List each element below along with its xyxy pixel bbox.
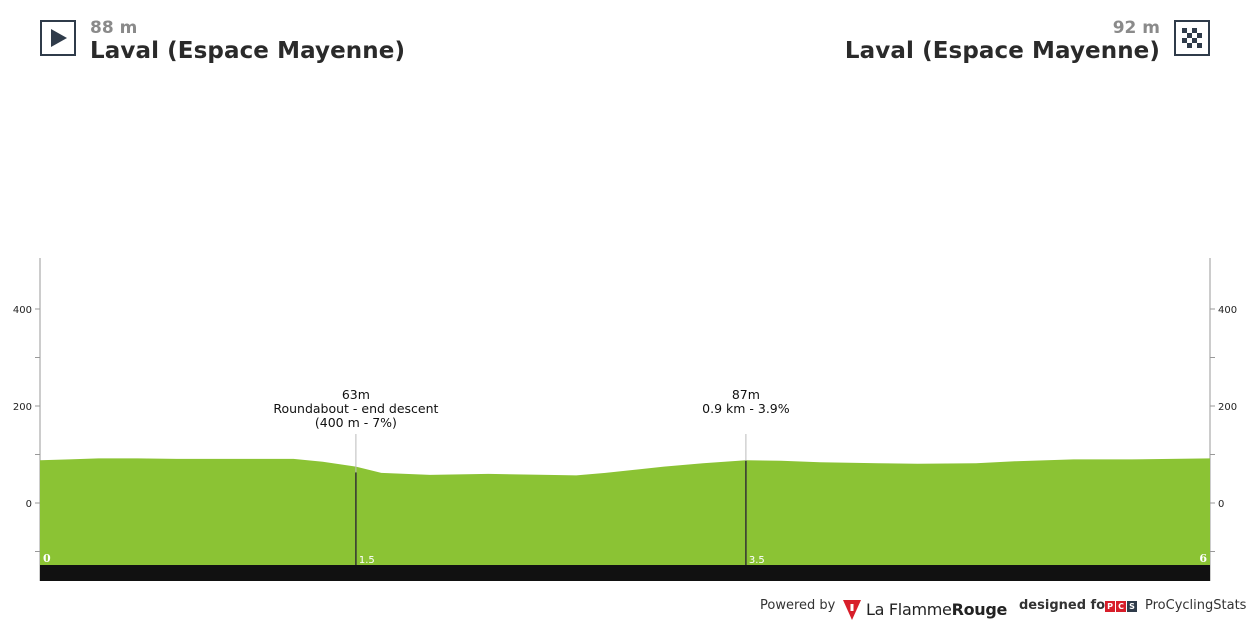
marker-km-label: 1.5	[359, 555, 375, 566]
finish-location: Laval (Espace Mayenne)	[844, 38, 1160, 64]
pcs-logo: P C S	[1105, 601, 1137, 612]
start-header: 88 m Laval (Espace Mayenne)	[40, 18, 405, 64]
play-arrow-icon	[40, 20, 76, 56]
y-tick-label-right: 0	[1218, 499, 1224, 510]
lfr-prefix: La Flamme	[866, 599, 952, 619]
x-start-label: 0	[43, 552, 51, 565]
finish-elevation: 92 m	[1112, 18, 1160, 38]
y-tick-label-left: 200	[13, 402, 32, 413]
la-flamme-rouge-logo: La FlammeRouge	[843, 597, 1007, 621]
designed-for-label: designed for	[1019, 598, 1112, 613]
pcs-letter-s: S	[1127, 601, 1137, 612]
finish-header: 92 m Laval (Espace Mayenne)	[845, 18, 1210, 64]
y-tick-label-right: 400	[1218, 305, 1237, 316]
marker-km-label: 3.5	[749, 555, 765, 566]
marker-label-line: 0.9 km - 3.9%	[702, 401, 790, 416]
procyclingstats-name: ProCyclingStats	[1145, 598, 1247, 613]
start-elevation: 88 m	[90, 18, 138, 38]
marker-label-line: 63m	[342, 387, 370, 402]
x-end-label: 6	[1199, 552, 1207, 565]
marker-label-line: (400 m - 7%)	[315, 415, 397, 430]
start-location: Laval (Espace Mayenne)	[90, 38, 406, 64]
pcs-letter-p: P	[1105, 601, 1115, 612]
powered-by-label: Powered by	[760, 598, 836, 613]
flame-icon	[843, 600, 861, 620]
lfr-suffix: Rouge	[951, 599, 1008, 619]
checkered-flag-icon	[1174, 20, 1210, 56]
terrain-area	[40, 458, 1210, 565]
marker-label-line: 87m	[732, 387, 760, 402]
marker-label-line: Roundabout - end descent	[273, 401, 438, 416]
road-band	[40, 565, 1210, 581]
y-tick-label-left: 400	[13, 305, 32, 316]
pcs-letter-c: C	[1116, 601, 1126, 612]
y-tick-label-right: 200	[1218, 402, 1237, 413]
y-tick-label-left: 0	[26, 499, 32, 510]
